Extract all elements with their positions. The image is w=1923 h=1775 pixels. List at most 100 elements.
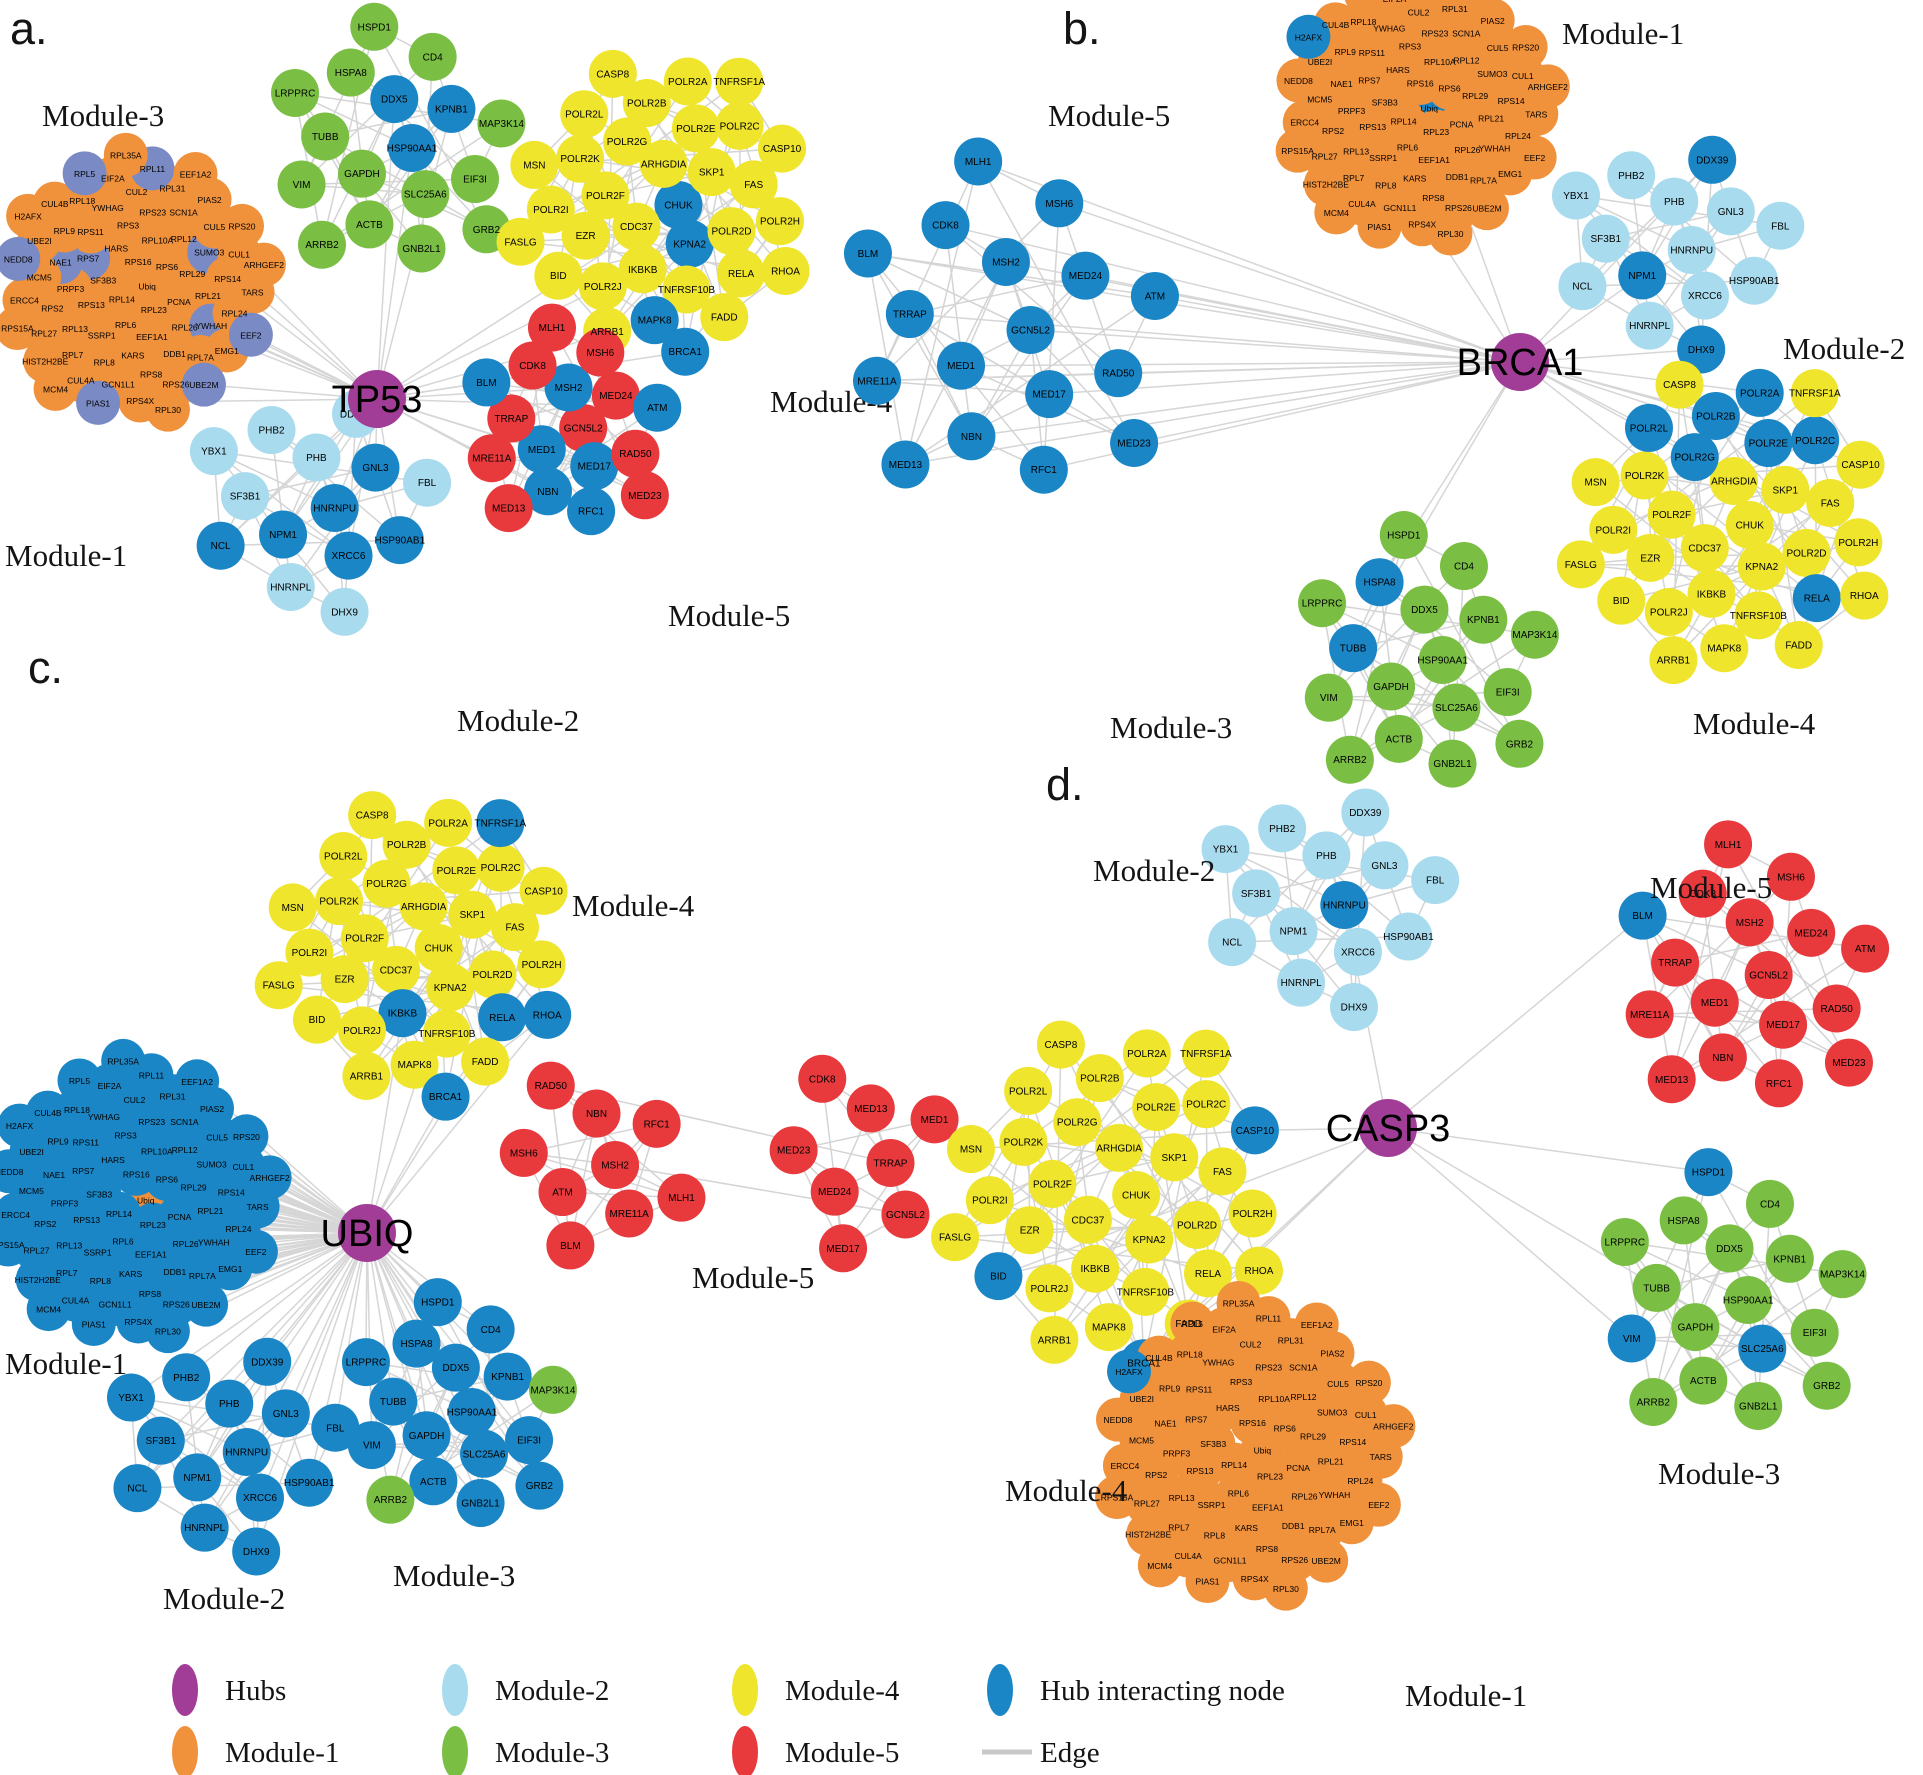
node-label-CD4: CD4 [1454, 562, 1474, 573]
node-KPNB1 [483, 1352, 532, 1401]
node-label-EIF2A: EIF2A [98, 1081, 122, 1091]
node-label-MED17: MED17 [826, 1244, 860, 1255]
node-label-RPS8: RPS8 [1422, 193, 1444, 203]
node-ATM [538, 1168, 587, 1217]
node-label-KPNB1: KPNB1 [1467, 615, 1500, 626]
node-label-TNFRSF1A: TNFRSF1A [1789, 389, 1841, 400]
node-MCM4 [26, 1287, 71, 1332]
node-label-RPL7A: RPL7A [1470, 176, 1497, 186]
node-MED24 [1061, 251, 1110, 300]
node-RAD50 [1094, 349, 1143, 398]
node-YBX1 [106, 1373, 155, 1422]
node-label-POLR2J: POLR2J [584, 282, 622, 293]
node-POLR2E [1744, 419, 1793, 468]
node-CASP8 [1036, 1020, 1085, 1069]
node-label-HSPD1: HSPD1 [421, 1298, 455, 1309]
legend-label: Edge [1040, 1737, 1100, 1769]
module-label: Module-1 [5, 538, 127, 573]
node-TNFRSF10B [662, 265, 711, 314]
node-label-NCL: NCL [211, 541, 231, 552]
node-DHX9 [232, 1527, 281, 1576]
node-HSPD1 [350, 2, 399, 51]
node-label-CHUK: CHUK [664, 201, 693, 212]
node-MRE11A [853, 356, 902, 405]
node-label-TRRAP: TRRAP [1658, 958, 1692, 969]
node-HSP90AA1 [447, 1388, 496, 1436]
module-label: Module-4 [572, 888, 695, 923]
node-MAPK8 [390, 1040, 439, 1089]
node-CASP8 [588, 49, 637, 98]
node-label-CASP10: CASP10 [524, 886, 563, 897]
node-label-BRCA1: BRCA1 [1127, 1359, 1161, 1370]
node-label-MRE11A: MRE11A [610, 1209, 650, 1220]
node-label-YWHAH: YWHAH [1319, 1490, 1351, 1500]
node-label-MED13: MED13 [1655, 1075, 1689, 1086]
node-label-CUL2: CUL2 [126, 187, 148, 197]
node-label-RPS2: RPS2 [1322, 126, 1344, 136]
edge [259, 1232, 368, 1498]
edge [1281, 828, 1302, 983]
node-POLR2B [1075, 1054, 1124, 1103]
node-label-SSRP1: SSRP1 [84, 1247, 112, 1257]
node-label-CHUK: CHUK [1736, 521, 1765, 532]
node-label-EEF2: EEF2 [1368, 1500, 1390, 1510]
node-label-RPS16: RPS16 [1407, 78, 1434, 88]
node-label-HSPA8: HSPA8 [400, 1339, 432, 1350]
node-SLC25A6 [1432, 683, 1481, 732]
node-label-MCM5: MCM5 [1307, 94, 1332, 104]
node-RELA [478, 993, 527, 1042]
node-label-FADD: FADD [711, 313, 738, 324]
node-label-TARS: TARS [1370, 1452, 1392, 1462]
node-MSH2 [981, 238, 1030, 287]
module-label: Module-4 [1005, 1473, 1128, 1508]
legend-label: Module-5 [785, 1737, 899, 1769]
node-POLR2K [315, 877, 364, 926]
node-MRE11A [467, 434, 516, 483]
node-label-FASLG: FASLG [939, 1233, 971, 1244]
node-label-MCM4: MCM4 [1147, 1561, 1172, 1571]
node-FASLG [496, 217, 545, 266]
node-label-ARHGDIA: ARHGDIA [641, 159, 687, 170]
module-label: Module-2 [1093, 853, 1215, 888]
node-POLR2H [1228, 1189, 1277, 1238]
node-label-SUMO3: SUMO3 [1317, 1408, 1348, 1418]
node-label-CDK8: CDK8 [932, 221, 959, 232]
node-label-RPL35A: RPL35A [107, 1056, 139, 1066]
node-label-RPL10A: RPL10A [1258, 1394, 1290, 1404]
node-label-POLR2J: POLR2J [1650, 608, 1688, 619]
node-label-RPS7: RPS7 [1185, 1414, 1207, 1424]
node-label-SUMO3: SUMO3 [197, 1160, 228, 1170]
node-label-IKBKB: IKBKB [1697, 589, 1727, 600]
node-label-EIF2A: EIF2A [101, 174, 125, 184]
node-label-MLH1: MLH1 [668, 1193, 695, 1204]
node-label-RPL8: RPL8 [1375, 180, 1397, 190]
node-label-POLR2D: POLR2D [712, 227, 752, 238]
node-label-RPS11: RPS11 [1359, 48, 1386, 58]
node-label-CD4: CD4 [1760, 1199, 1780, 1210]
node-EEF1A2 [1457, 0, 1500, 17]
node-label-RPS26: RPS26 [162, 379, 189, 389]
node-DHX9 [1677, 325, 1726, 374]
node-POLR2C [715, 101, 764, 150]
hub-label-BRCA1: BRCA1 [1457, 342, 1584, 384]
node-label-SSRP1: SSRP1 [1198, 1500, 1226, 1510]
node-label-YWHAH: YWHAH [195, 321, 227, 331]
node-label-POLR2D: POLR2D [1177, 1220, 1217, 1231]
node-label-MSN: MSN [523, 160, 545, 171]
node-label-EEF1A2: EEF1A2 [181, 1077, 213, 1087]
node-FAS [1806, 478, 1855, 527]
node-label-MLH1: MLH1 [539, 323, 566, 334]
node-label-CDK8: CDK8 [1689, 889, 1716, 900]
node-label-DDX39: DDX39 [1349, 808, 1382, 819]
node-label-MCM4: MCM4 [43, 384, 68, 394]
node-label-FAS: FAS [1821, 498, 1840, 509]
node-label-UBE2M: UBE2M [1472, 204, 1501, 214]
node-label-SSRP1: SSRP1 [88, 330, 116, 340]
node-POLR2E [671, 104, 720, 153]
node-label-CUL2: CUL2 [124, 1095, 146, 1105]
node-label-HSPD1: HSPD1 [1692, 1168, 1726, 1179]
edge [270, 429, 292, 588]
node-label-RPL18: RPL18 [69, 196, 95, 206]
node-EIF3I [1483, 668, 1532, 717]
module-label: Module-2 [457, 703, 579, 738]
